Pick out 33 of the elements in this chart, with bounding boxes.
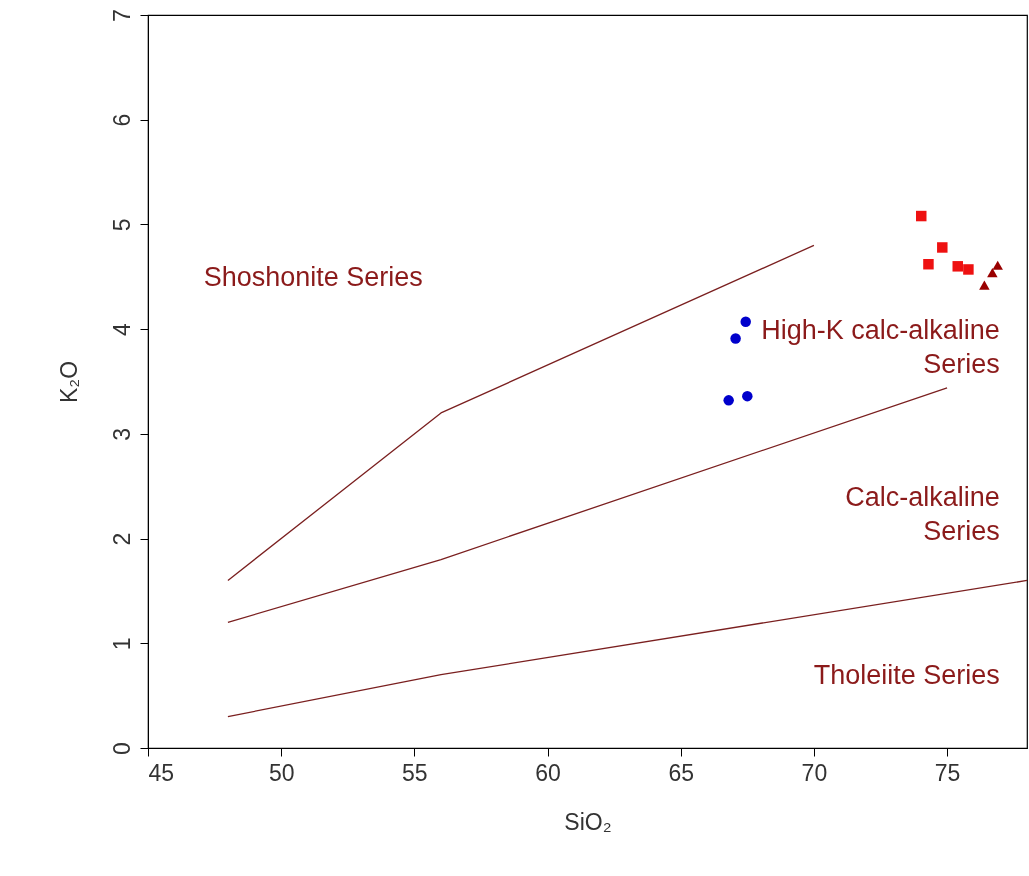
point [979, 280, 990, 290]
x-axis-title: SiO₂ [564, 808, 612, 835]
point [992, 260, 1003, 270]
x-tick-label: 75 [934, 759, 961, 786]
y-tick-label: 1 [108, 637, 135, 651]
point [723, 395, 734, 406]
x-tick-label: 70 [801, 759, 828, 786]
point [937, 242, 948, 253]
y-tick-label: 0 [108, 742, 135, 755]
point [730, 333, 741, 344]
x-tick-label: 45 [148, 759, 175, 786]
x-tick-label: 60 [535, 759, 561, 786]
point [742, 390, 753, 402]
annotation: Shoshonite Series [203, 262, 423, 293]
x-tick-label: 55 [402, 759, 428, 786]
point [740, 316, 751, 328]
y-tick-label: 6 [108, 113, 135, 127]
annotation: Tholeiite Series [813, 660, 1000, 691]
y-tick-label: 5 [108, 218, 135, 232]
y-tick-label: 3 [108, 427, 135, 441]
y-tick-label: 7 [108, 9, 135, 22]
x-tick-label: 65 [668, 759, 695, 786]
point [963, 264, 974, 275]
y-tick-label: 4 [108, 323, 135, 337]
annotation: High-K calc-alkaline Series [761, 314, 1000, 379]
annotation: Calc-alkaline Series [845, 482, 1000, 547]
point [923, 258, 934, 270]
y-tick-label: 2 [108, 532, 135, 546]
point [952, 261, 963, 272]
x-tick-label: 50 [268, 759, 295, 786]
y-axis-title: K₂O [55, 360, 82, 404]
point [987, 268, 998, 278]
point [916, 210, 927, 222]
